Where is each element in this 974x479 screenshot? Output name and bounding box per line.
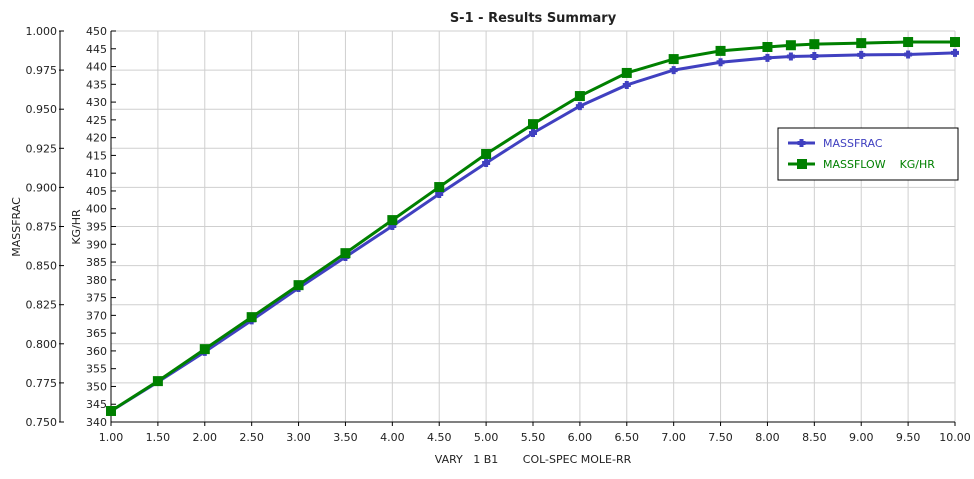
x-tick-label: 5.00 — [474, 431, 499, 444]
data-point-square — [809, 39, 820, 50]
data-point-plus — [669, 66, 678, 75]
data-point-plus — [763, 53, 772, 62]
data-point-square — [293, 280, 304, 291]
data-point-plus — [575, 102, 584, 111]
x-tick-label: 5.50 — [521, 431, 546, 444]
x-tick-label: 9.50 — [896, 431, 921, 444]
data-point-square — [668, 54, 679, 65]
data-point-plus — [951, 48, 959, 57]
y-second-tick-label: 345 — [86, 398, 107, 411]
data-point-square — [434, 182, 445, 193]
y-second-tick-label: 370 — [86, 309, 107, 322]
x-tick-label: 3.50 — [333, 431, 358, 444]
data-point-square — [106, 405, 116, 416]
y-left-tick-label: 0.925 — [26, 142, 58, 155]
legend-square-marker-icon — [797, 159, 807, 169]
legend: MASSFRAC MASSFLOW KG/HR — [777, 127, 959, 181]
y-second-tick-label: 385 — [86, 256, 107, 269]
y-second-tick-label: 375 — [86, 292, 107, 305]
chart-title: S-1 - Results Summary — [450, 11, 617, 26]
x-tick-label: 6.50 — [615, 431, 640, 444]
y-left-tick-label: 1.000 — [26, 25, 58, 38]
x-tick-label: 8.00 — [755, 431, 780, 444]
data-point-square — [528, 119, 538, 130]
y-second-tick-label: 395 — [86, 221, 107, 234]
data-point-plus — [622, 80, 631, 89]
x-axis-label: VARY 1 B1 COL-SPEC MOLE-RR — [435, 453, 632, 466]
y-second-tick-label: 430 — [86, 96, 107, 109]
y-second-tick-label: 450 — [86, 25, 107, 38]
data-point-plus — [716, 58, 725, 67]
y-second-tick-label: 405 — [86, 185, 107, 198]
data-point-square — [574, 91, 585, 102]
y-second-tick-label: 350 — [86, 380, 107, 393]
y-left-tick-label: 0.975 — [26, 64, 58, 77]
y-second-tick-label: 380 — [86, 274, 107, 287]
y-axis-label-left: MASSFRAC — [10, 197, 23, 257]
data-point-plus — [529, 128, 537, 137]
data-point-square — [340, 248, 351, 259]
data-point-square — [785, 40, 796, 51]
y-left-tick-label: 0.875 — [26, 221, 58, 234]
x-tick-label: 9.00 — [849, 431, 874, 444]
x-tick-label: 6.00 — [568, 431, 593, 444]
x-tick-label: 2.50 — [239, 431, 264, 444]
legend-entry-massfrac: MASSFRAC — [823, 137, 883, 150]
data-point-square — [903, 37, 914, 48]
y-second-tick-label: 410 — [86, 167, 107, 180]
x-tick-label: 2.00 — [193, 431, 218, 444]
data-point-plus — [482, 159, 491, 168]
data-point-square — [856, 38, 867, 49]
y-left-tick-label: 0.900 — [26, 181, 58, 194]
data-point-square — [621, 67, 632, 78]
y-second-tick-label: 420 — [86, 132, 107, 145]
y-left-tick-label: 0.950 — [26, 103, 58, 116]
x-tick-label: 7.00 — [661, 431, 686, 444]
y-second-tick-label: 445 — [86, 43, 107, 56]
legend-entry-massflow: MASSFLOW KG/HR — [823, 158, 935, 171]
data-point-square — [762, 41, 773, 52]
data-point-square — [387, 215, 398, 226]
y-second-tick-label: 365 — [86, 327, 107, 340]
y-second-tick-label: 360 — [86, 345, 107, 358]
data-point-square — [152, 376, 163, 387]
data-point-square — [481, 148, 492, 159]
y-left-tick-label: 0.850 — [26, 260, 58, 273]
y-second-tick-label: 435 — [86, 78, 107, 91]
x-tick-label: 4.50 — [427, 431, 452, 444]
y-second-tick-label: 400 — [86, 203, 107, 216]
y-left-tick-label: 0.750 — [26, 416, 58, 429]
data-point-plus — [810, 52, 819, 61]
x-tick-label: 10.00 — [939, 431, 971, 444]
data-point-square — [199, 344, 210, 355]
data-point-square — [715, 45, 726, 56]
x-tick-label: 3.00 — [286, 431, 311, 444]
data-point-square — [950, 37, 960, 48]
x-tick-label: 8.50 — [802, 431, 827, 444]
legend-plus-marker-icon — [797, 139, 806, 147]
y-second-tick-label: 390 — [86, 238, 107, 251]
x-tick-label: 7.50 — [708, 431, 733, 444]
data-point-plus — [857, 50, 866, 59]
data-point-plus — [904, 50, 913, 59]
y-second-tick-label: 415 — [86, 149, 107, 162]
y-second-tick-label: 425 — [86, 114, 107, 127]
x-tick-label: 4.00 — [380, 431, 405, 444]
y-left-tick-label: 0.775 — [26, 377, 58, 390]
data-point-square — [246, 312, 257, 323]
y-second-tick-label: 355 — [86, 363, 107, 376]
data-point-plus — [786, 52, 795, 61]
x-tick-label: 1.00 — [99, 431, 124, 444]
y-left-tick-label: 0.825 — [26, 299, 58, 312]
x-tick-label: 1.50 — [146, 431, 171, 444]
y-axis-label-second: KG/HR — [70, 209, 83, 245]
y-left-tick-label: 0.800 — [26, 338, 58, 351]
y-second-tick-label: 340 — [86, 416, 107, 429]
y-second-tick-label: 440 — [86, 61, 107, 74]
